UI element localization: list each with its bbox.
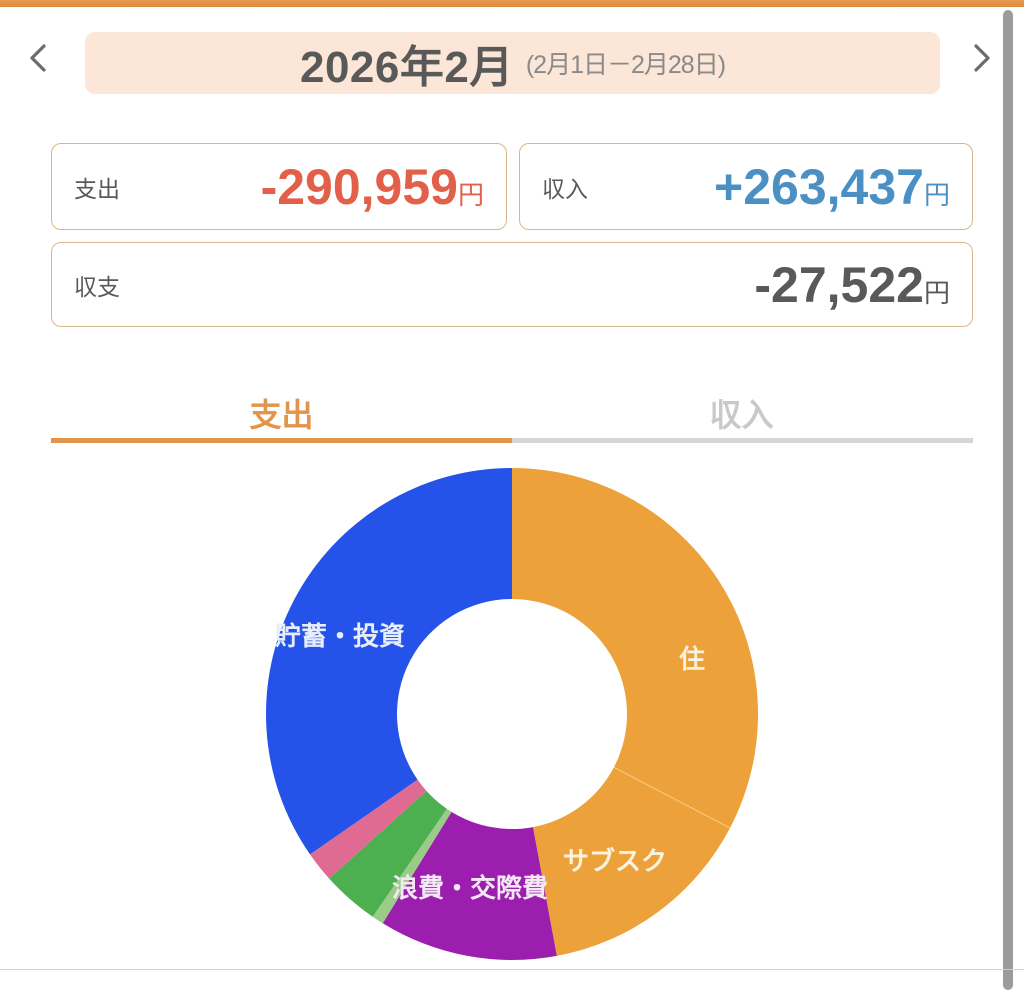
- svg-text:浪費・交際費: 浪費・交際費: [392, 873, 548, 903]
- svg-text:サブスク: サブスク: [563, 846, 667, 876]
- svg-text:貯蓄・投資: 貯蓄・投資: [275, 621, 405, 651]
- svg-text:住: 住: [679, 644, 705, 674]
